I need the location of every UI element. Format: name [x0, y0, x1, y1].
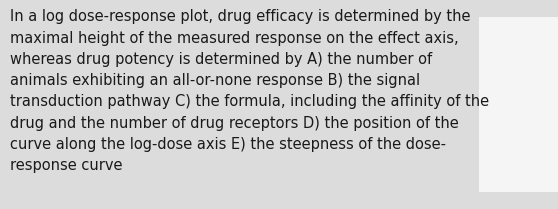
Text: In a log dose-response plot, drug efficacy is determined by the
maximal height o: In a log dose-response plot, drug effica…: [10, 9, 489, 173]
FancyBboxPatch shape: [479, 17, 558, 192]
